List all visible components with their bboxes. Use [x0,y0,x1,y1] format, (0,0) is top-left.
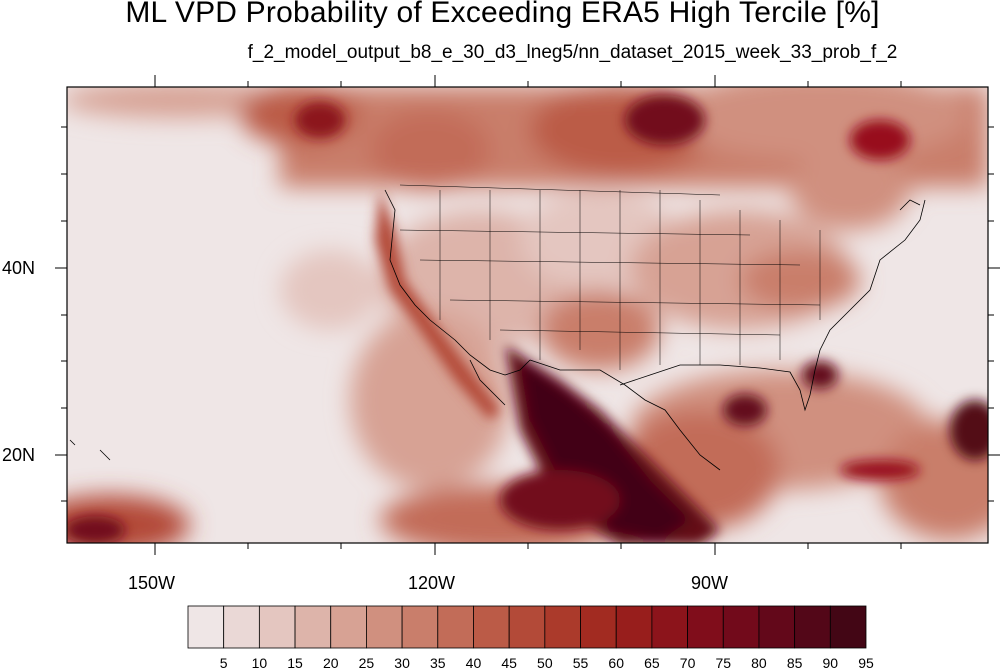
colorbar-tick-label: 80 [751,655,767,671]
lon-ticks [154,75,902,555]
colorbar-swatch [187,605,225,649]
colorbar-tick-label: 65 [644,655,660,671]
lat-label-40n: 40N [2,258,36,278]
colorbar-tick-label: 30 [394,655,410,671]
lon-label-150w: 150W [128,573,176,593]
colorbar-tick-label: 90 [822,655,839,671]
colorbar-swatch [758,605,796,649]
lon-label-90w: 90W [691,573,729,593]
colorbar-tick-label: 5 [219,655,228,671]
colorbar [187,605,867,649]
colorbar-tick-label: 45 [501,655,517,671]
colorbar-swatch [508,605,546,649]
colorbar-tick-label: 85 [786,655,803,671]
colorbar-swatch [366,605,403,649]
colorbar-tick-label: 50 [537,655,553,671]
colorbar-tick-label: 40 [465,655,482,671]
colorbar-swatch [330,605,367,649]
colorbar-swatch [544,605,581,649]
colorbar-tick-label: 70 [679,655,696,671]
colorbar-tick-label: 55 [572,655,589,671]
colorbar-tick-label: 25 [358,655,375,671]
colorbar-swatch [687,605,724,649]
colorbar-swatch [651,605,688,649]
lat-label-20n: 20N [2,445,36,465]
colorbar-swatch [473,605,510,649]
colorbar-tick-label: 95 [858,655,874,671]
colorbar-swatch [580,605,617,649]
colorbar-swatch [401,605,439,649]
page-subtitle: f_2_model_output_b8_e_30_d3_lneg5/nn_dat… [247,42,898,63]
coastlines [69,189,926,471]
colorbar-swatch [258,605,296,649]
state-borders [399,184,821,370]
page-title: ML VPD Probability of Exceeding ERA5 Hig… [125,0,880,29]
colorbar-swatch [615,605,653,649]
colorbar-tick-label: 10 [251,655,268,671]
colorbar-tick-label: 75 [715,655,732,671]
lat-ticks [55,126,1000,502]
colorbar-swatch [223,605,260,649]
colorbar-swatch [437,605,474,649]
colorbar-swatch [722,605,760,649]
colorbar-tick-label: 60 [608,655,624,671]
colorbar-swatch [294,605,332,649]
colorbar-tick-label: 15 [287,655,303,671]
colorbar-swatch [829,605,867,649]
colorbar-tick-label: 35 [429,655,446,671]
colorbar-tick-label: 20 [322,655,339,671]
probability-field [67,87,988,543]
lon-label-120w: 120W [408,573,456,593]
colorbar-swatch [794,605,831,649]
